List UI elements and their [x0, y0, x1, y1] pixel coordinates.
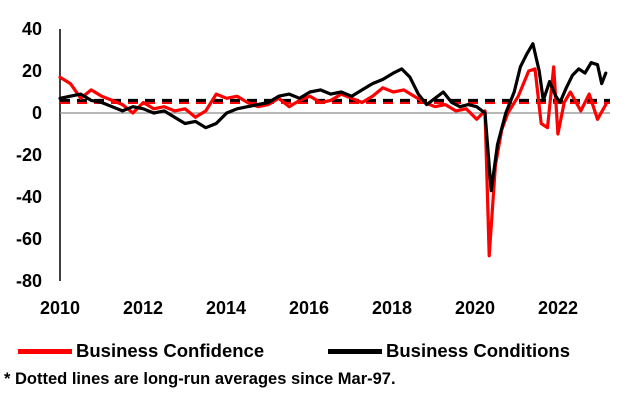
x-tick-label: 2018 [372, 298, 412, 318]
y-tick-label: 40 [22, 19, 42, 39]
legend-swatch-red [18, 348, 72, 354]
y-tick-label: 20 [22, 61, 42, 81]
series-line-business-confidence [58, 65, 608, 258]
legend-item-business-conditions: Business Conditions [328, 340, 570, 362]
y-tick-label: -80 [16, 271, 42, 291]
x-tick-label: 2022 [538, 298, 578, 318]
legend-swatch-black [328, 348, 382, 354]
line-chart: 40 20 0 -20 -40 -60 -80 2010 2012 2014 2… [16, 19, 610, 318]
series-line-business-conditions [58, 42, 608, 193]
x-tick-labels: 2010 2012 2014 2016 2018 2020 2022 [40, 298, 578, 318]
y-tick-label: -60 [16, 229, 42, 249]
legend-item-business-confidence: Business Confidence [18, 340, 264, 362]
y-tick-label: -20 [16, 145, 42, 165]
chart-footnote: * Dotted lines are long-run averages sin… [4, 370, 396, 388]
x-tick-label: 2020 [455, 298, 495, 318]
legend-label: Business Conditions [386, 340, 570, 361]
x-tick-label: 2012 [123, 298, 163, 318]
y-tick-labels: 40 20 0 -20 -40 -60 -80 [16, 19, 42, 291]
chart-legend: Business Confidence Business Conditions [18, 340, 618, 366]
legend-label: Business Confidence [76, 340, 265, 361]
x-tick-label: 2016 [289, 298, 329, 318]
plot-area [58, 29, 610, 281]
x-tick-label: 2010 [40, 298, 80, 318]
y-tick-label: 0 [32, 103, 42, 123]
x-tick-label: 2014 [206, 298, 246, 318]
y-tick-label: -40 [16, 187, 42, 207]
